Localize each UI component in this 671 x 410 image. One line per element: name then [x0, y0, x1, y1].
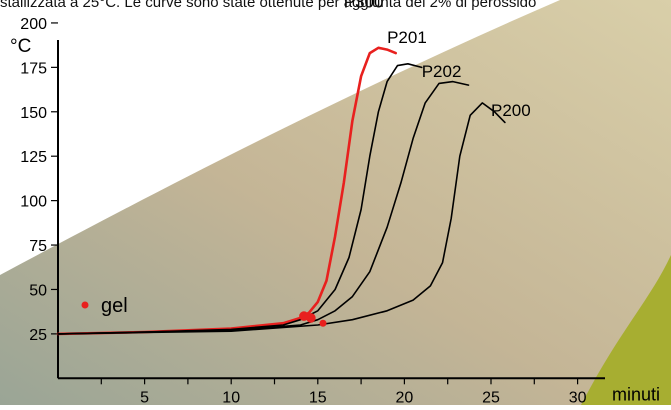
- x-tick-label: 20: [396, 389, 414, 405]
- curve-label-p300: P300: [344, 0, 384, 12]
- curve-labels: P300 P201 P202 P200: [344, 0, 531, 120]
- gel-point: [306, 313, 316, 323]
- legend-gel-marker: [81, 301, 89, 309]
- y-tick-label: 150: [20, 105, 47, 122]
- y-axis-label: °C: [10, 36, 31, 57]
- y-tick-label: 100: [20, 194, 47, 211]
- legend-gel-label: gel: [101, 295, 128, 317]
- series-line-p202: [57, 80, 470, 335]
- y-tick-label: 175: [20, 60, 47, 77]
- y-tick-label: 200: [20, 16, 47, 33]
- x-tick-label: 15: [309, 389, 327, 405]
- x-tick-label: 25: [482, 389, 500, 405]
- caption: stallizzata a 25°C. Le curve sono state …: [0, 0, 537, 11]
- gel-markers: gel: [81, 295, 327, 327]
- y-tick-label: 25: [29, 327, 47, 344]
- x-axis-label: minuti: [612, 384, 660, 404]
- series-line-p200: [57, 102, 506, 335]
- axes: 25 50 75 100 125 150 175 200 5 10 15 20 25 30 °C minuti: [10, 16, 660, 406]
- series-lines: [56, 46, 506, 336]
- curve-label-p201: P201: [387, 28, 427, 47]
- curve-label-p200: P200: [491, 101, 531, 120]
- x-tick-label: 10: [222, 389, 240, 405]
- series-line-p300: [56, 46, 397, 336]
- y-tick-label: 125: [20, 149, 47, 166]
- y-tick-label: 50: [29, 282, 47, 299]
- x-tick-label: 5: [140, 389, 149, 405]
- curve-label-p202: P202: [422, 62, 462, 81]
- background-accent: [581, 255, 671, 405]
- series-line-p201: [57, 63, 423, 335]
- y-tick-label: 75: [29, 238, 47, 255]
- gel-point: [319, 319, 327, 327]
- x-tick-label: 30: [569, 389, 587, 405]
